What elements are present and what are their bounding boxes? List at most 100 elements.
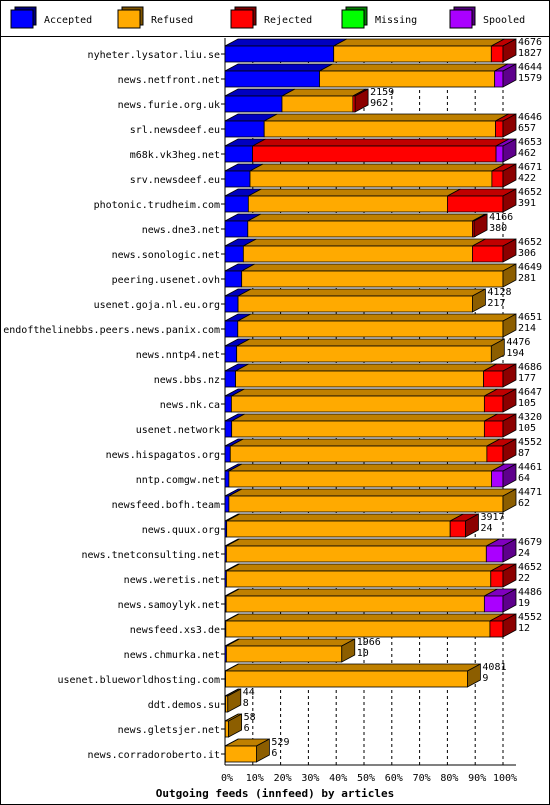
bar-side	[502, 363, 517, 388]
row-accepted-label: 306	[518, 248, 536, 259]
bar-segment	[491, 170, 504, 188]
bar-segment	[225, 595, 485, 613]
bar-side	[502, 588, 517, 613]
bar-segment-top	[243, 238, 486, 247]
bar-side	[467, 663, 481, 688]
bar-segment	[224, 470, 230, 488]
bar-segment-top	[237, 288, 486, 297]
x-tick-label: 40%	[329, 773, 347, 784]
row-label: photonic.trudheim.com	[94, 200, 220, 211]
bar-segment-top	[226, 563, 504, 572]
bar-segment	[483, 370, 504, 388]
bar-side	[502, 138, 517, 163]
row-label: news.bbs.nz	[154, 375, 220, 386]
bar-segment	[491, 470, 504, 488]
row-accepted-label: 391	[518, 198, 536, 209]
bar-segment	[490, 45, 504, 63]
row-label: news.weretis.net	[124, 575, 220, 586]
bar-segment	[224, 270, 243, 288]
bar-side	[502, 613, 517, 638]
bar-side	[490, 338, 505, 363]
row-accepted-label: 6	[244, 723, 250, 734]
bar-segment	[249, 170, 493, 188]
row-accepted-label: 657	[518, 123, 536, 134]
bar-segment	[483, 395, 504, 413]
row-accepted-label: 194	[506, 348, 524, 359]
row-label: news.nk.ca	[160, 400, 220, 411]
bar-side	[502, 113, 517, 138]
row-accepted-label: 22	[518, 573, 530, 584]
bar-segment	[224, 745, 257, 763]
row-accepted-label: 8	[243, 698, 249, 709]
x-tick-label: 50%	[357, 773, 375, 784]
x-tick-label: 10%	[246, 773, 264, 784]
row-label: news.samoylyk.net	[118, 600, 220, 611]
bar-segment-top	[224, 63, 333, 72]
bar-segment-top	[226, 513, 464, 522]
bar-segment	[224, 720, 230, 738]
row-label: m68k.vk3heg.net	[130, 150, 220, 161]
bar-side	[502, 313, 517, 338]
bar-segment	[225, 645, 343, 663]
bar-segment	[333, 45, 492, 63]
bar-side	[472, 288, 486, 313]
bar-segment	[225, 545, 487, 563]
row-label: news.netfront.net	[118, 75, 220, 86]
bar-segment	[446, 195, 504, 213]
row-total-label: 44	[243, 687, 255, 698]
bar-segment	[495, 120, 504, 138]
bar-side	[256, 738, 270, 763]
bar-segment	[486, 445, 504, 463]
row-label: newsfeed.bofh.team	[112, 500, 220, 511]
bar-segment-top	[228, 463, 505, 472]
bar-segment	[224, 295, 239, 313]
row-total-label: 4461	[518, 462, 542, 473]
bar-side	[502, 438, 517, 463]
bar-side	[502, 488, 517, 513]
bar-segment	[237, 295, 473, 313]
bar-segment-top	[228, 488, 517, 497]
bar-row: news.gletsjer.net 586	[118, 712, 256, 738]
row-label: news.furie.org.uk	[118, 100, 220, 111]
row-total-label: 4476	[506, 337, 530, 348]
bar-segment-top	[224, 38, 347, 47]
row-total-label: 4644	[518, 62, 542, 73]
row-accepted-label: 24	[518, 548, 530, 559]
row-label: srl.newsdeef.eu	[130, 125, 220, 136]
x-tick-label: 70%	[413, 773, 431, 784]
row-label: news.corradoroberto.it	[88, 750, 220, 761]
row-accepted-label: 177	[518, 373, 536, 384]
row-total-label: 4652	[518, 562, 542, 573]
bar-segment-top	[264, 113, 509, 122]
row-label: news.nntp4.net	[136, 350, 220, 361]
row-total-label: 3917	[480, 512, 504, 523]
x-tick-label: 30%	[301, 773, 319, 784]
x-axis: 0% 10% 20% 30% 40% 50% 60% 70% 80% 90% 100%	[221, 773, 517, 784]
bar-side	[465, 513, 479, 538]
x-tick-label: 20%	[274, 773, 292, 784]
row-label: news.chmurka.net	[124, 650, 220, 661]
row-total-label: 4652	[518, 237, 542, 248]
row-total-label: 4552	[518, 437, 542, 448]
chart-title: Outgoing feeds (innfeed) by articles	[156, 787, 394, 800]
row-accepted-label: 24	[480, 523, 492, 534]
bar-segment	[225, 620, 491, 638]
bar-segment	[252, 145, 497, 163]
row-label: ddt.demos.su	[148, 700, 220, 711]
bar-side	[227, 688, 242, 713]
row-accepted-label: 422	[518, 173, 536, 184]
bar-segment	[224, 70, 320, 88]
row-total-label: 4671	[518, 162, 542, 173]
bar-segment	[242, 245, 473, 263]
bar-segment	[241, 270, 504, 288]
